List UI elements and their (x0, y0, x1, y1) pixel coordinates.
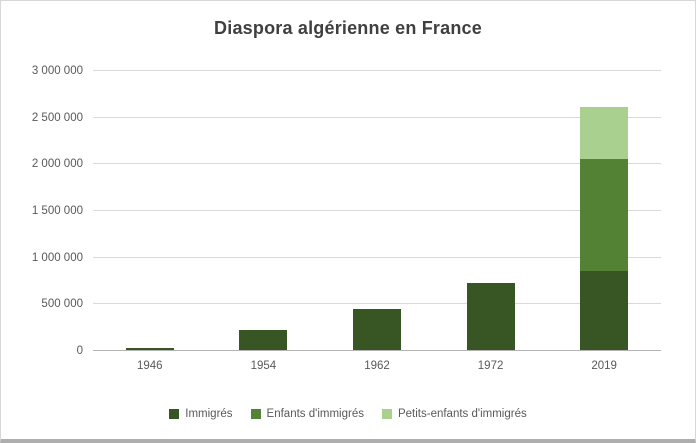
bar-column-1962 (320, 71, 434, 351)
legend-item: Petits-enfants d'immigrés (381, 408, 527, 420)
legend-swatch (169, 409, 180, 419)
bar-segment (580, 158, 629, 271)
legend-item: Immigrés (169, 408, 233, 420)
legend-label: Petits-enfants d'immigrés (397, 408, 527, 420)
y-tick-label: 2 000 000 (31, 158, 83, 171)
x-tick-label: 1946 (137, 360, 163, 372)
stacked-bar-1954 (239, 70, 288, 350)
y-gridline (93, 70, 661, 71)
y-gridline (93, 303, 661, 305)
chart-body: 0 500 000 1 000 000 1 500 000 2 000 000 2 500… (32, 65, 661, 372)
bar-segment (466, 282, 515, 350)
bars-layer (93, 71, 661, 351)
y-gridline (93, 210, 661, 211)
x-axis-line (93, 350, 661, 351)
legend-item: Enfants d'immigrés (250, 408, 364, 420)
stacked-bar-1946 (125, 70, 174, 350)
stacked-bar-1972 (466, 70, 515, 350)
y-tick-label: 2 500 000 (31, 111, 83, 124)
legend-swatch (381, 409, 392, 419)
chart-title: Diaspora algérienne en France (214, 18, 482, 38)
y-tick-label: 0 (76, 345, 83, 357)
bar-segment (125, 347, 174, 350)
stacked-bar-1962 (352, 70, 401, 350)
legend-label: Enfants d'immigrés (266, 408, 364, 420)
y-gridline (93, 163, 661, 165)
bar-column-1972 (434, 71, 548, 351)
bar-segment (352, 308, 401, 350)
y-tick-label: 1 000 000 (31, 251, 83, 264)
bar-column-1954 (207, 71, 321, 351)
y-gridline (93, 256, 661, 258)
y-tick-label: 3 000 000 (31, 65, 83, 77)
bar-segment (239, 330, 288, 350)
legend: Immigrés Enfants d'immigrés Petits-enfants… (1, 408, 695, 420)
stacked-bar-2019 (580, 70, 629, 350)
bar-column-1946 (93, 71, 207, 351)
x-axis: 1946 1954 1962 1972 2019 (93, 360, 661, 372)
bar-segment (580, 270, 629, 350)
legend-swatch (250, 409, 261, 419)
bar-segment (580, 107, 629, 159)
y-tick-label: 500 000 (41, 298, 83, 311)
x-tick-label: 1954 (250, 360, 277, 372)
x-tick-label: 1972 (477, 360, 504, 372)
y-gridline (93, 116, 661, 118)
plot-area: 0 500 000 1 000 000 1 500 000 2 000 000 2 500… (32, 65, 661, 357)
legend-label: Immigrés (185, 408, 233, 420)
bar-column-2019 (547, 71, 661, 351)
x-tick-label: 1962 (364, 360, 390, 372)
y-tick-label: 1 500 000 (31, 205, 83, 217)
x-tick-label: 2019 (591, 360, 617, 372)
